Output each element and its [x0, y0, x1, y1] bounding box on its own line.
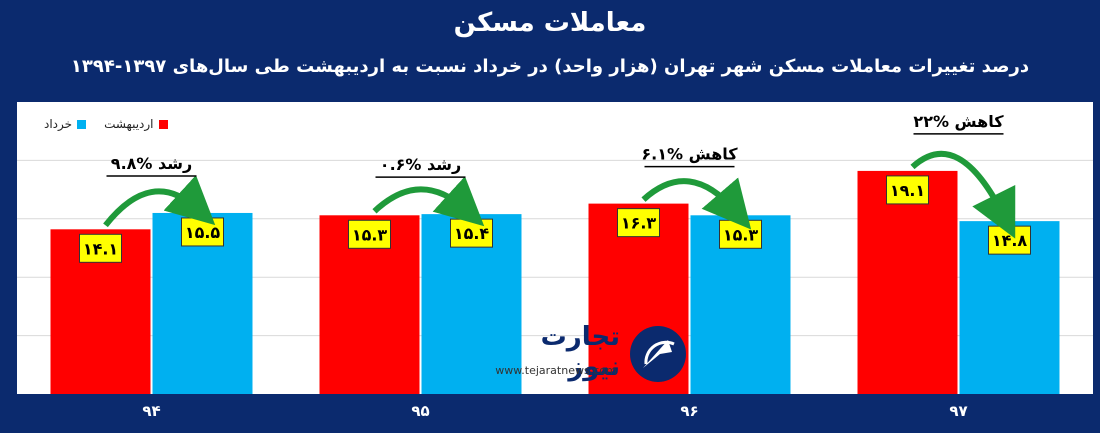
data-label-ordibehesht: ۱۵.۳	[352, 225, 388, 244]
change-arrow	[641, 177, 752, 230]
legend-swatch-ordibehesht	[158, 119, 168, 129]
x-tick-label: ۹۵	[411, 402, 430, 420]
change-annotation: رشد %۰.۶	[380, 155, 461, 174]
x-tick-label: ۹۶	[680, 402, 699, 420]
data-label-ordibehesht: ۱۹.۱	[890, 181, 925, 200]
data-label-ordibehesht-box	[79, 233, 122, 263]
data-label-khordad: ۱۵.۴	[454, 224, 490, 243]
logo-name: تجارت نیوز	[540, 322, 620, 382]
data-label-khordad: ۱۵.۳	[723, 225, 759, 244]
legend-label-ordibehesht: اردیبهشت	[104, 117, 154, 131]
data-label-ordibehesht: ۱۶.۳	[621, 214, 657, 233]
change-arrow	[372, 176, 485, 227]
data-label-khordad: ۱۴.۸	[992, 231, 1028, 250]
change-arrow	[910, 150, 1016, 239]
legend-swatch-khordad	[77, 119, 87, 129]
x-tick-label: ۹۴	[142, 402, 161, 420]
legend-item-ordibehesht: اردیبهشت	[104, 117, 168, 131]
data-label-ordibehesht-box	[348, 219, 391, 249]
legend-item-khordad: خرداد	[44, 117, 87, 131]
chart-title: معاملات مسکن	[453, 8, 647, 38]
data-label-ordibehesht: ۱۴.۱	[83, 239, 118, 258]
change-arrow	[103, 175, 216, 228]
chart-subtitle: درصد تغییرات معاملات مسکن شهر تهران (هزا…	[70, 56, 1030, 77]
bar-ordibehesht	[857, 170, 958, 394]
logo-url: www.tejaratnews.com	[495, 364, 617, 377]
data-label-khordad: ۱۵.۵	[185, 223, 221, 242]
x-tick-label: ۹۷	[949, 402, 968, 420]
data-label-ordibehesht-box	[886, 175, 929, 205]
change-annotation: رشد %۹.۸	[111, 154, 192, 173]
legend: اردیبهشت خرداد	[44, 117, 168, 131]
tejaratnews-logo-icon	[630, 326, 686, 382]
change-annotation: کاهش %۲۲	[913, 112, 1004, 131]
data-label-ordibehesht-box	[617, 208, 660, 238]
change-annotation: کاهش %۶.۱	[641, 145, 738, 164]
legend-label-khordad: خرداد	[44, 117, 73, 131]
